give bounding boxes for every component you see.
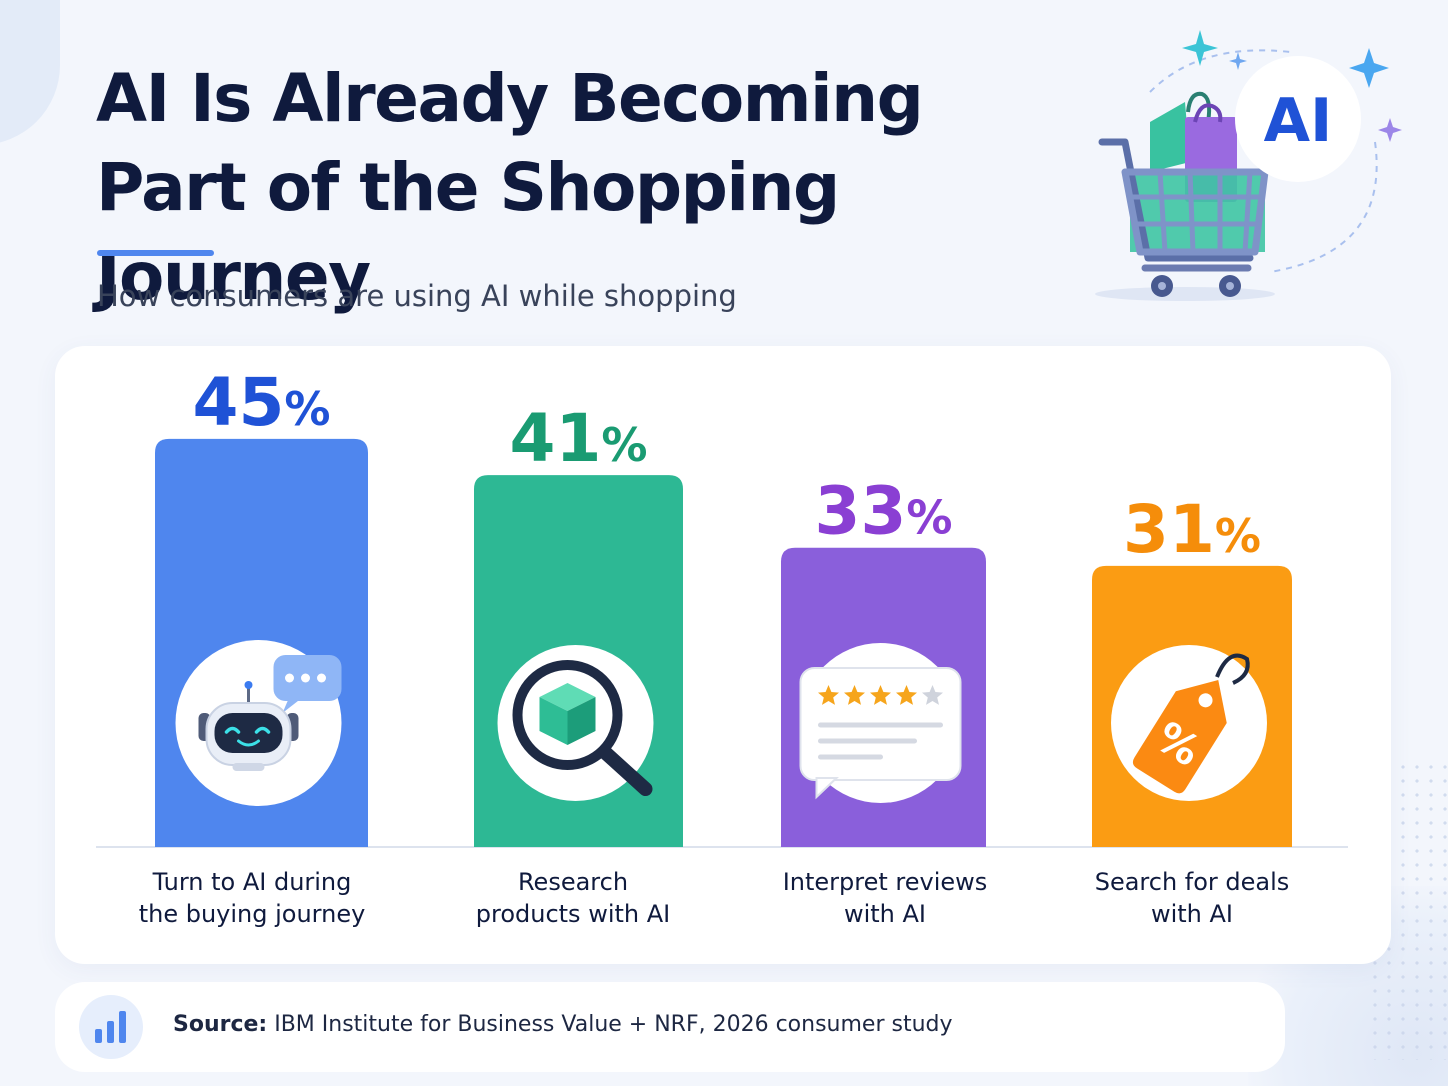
category-label: Turn to AI during the buying journey: [138, 868, 366, 928]
category-label: Interpret reviews with AI: [782, 868, 988, 928]
source-bar: [55, 982, 1285, 1072]
source-text: IBM Institute for Business Value + NRF, …: [267, 1012, 953, 1037]
bars-layer: [155, 438, 1292, 847]
bar-chart-icon: [79, 995, 143, 1059]
sparkle-icon: [1182, 30, 1402, 142]
robot-chat-icon: [175, 640, 342, 806]
page-subtitle: How consumers are using AI while shoppin…: [97, 279, 737, 313]
title-underline: [97, 250, 214, 256]
value-label: 41%: [510, 400, 648, 477]
icons-layer: %: [175, 640, 1267, 806]
review-stars-icon: [799, 643, 962, 803]
title-line-2: Part of the Shopping Journey: [96, 149, 840, 315]
shopping-cart-ai-illustration: AI: [1095, 30, 1402, 301]
source-label: Source:: [173, 1012, 268, 1037]
page-title: AI Is Already Becoming Part of the Shopp…: [96, 54, 1106, 321]
value-label: 45%: [193, 364, 331, 441]
magnifier-box-icon: [497, 645, 654, 801]
category-label: Search for deals with AI: [1094, 868, 1290, 928]
cart-icon: [1098, 91, 1269, 297]
ai-badge: AI: [1235, 56, 1361, 182]
source-citation: Source: IBM Institute for Business Value…: [173, 1012, 953, 1037]
title-line-1: AI Is Already Becoming: [96, 60, 924, 137]
value-label: 31%: [1123, 491, 1261, 568]
dashed-orbit: [1149, 49, 1378, 273]
discount-tag-icon: %: [1111, 645, 1267, 801]
category-label: Research products with AI: [475, 868, 671, 928]
value-labels-layer: 45% 41% 33% 31%: [193, 364, 1261, 568]
ai-badge-text: AI: [1264, 86, 1333, 156]
value-label: 33%: [815, 473, 953, 550]
